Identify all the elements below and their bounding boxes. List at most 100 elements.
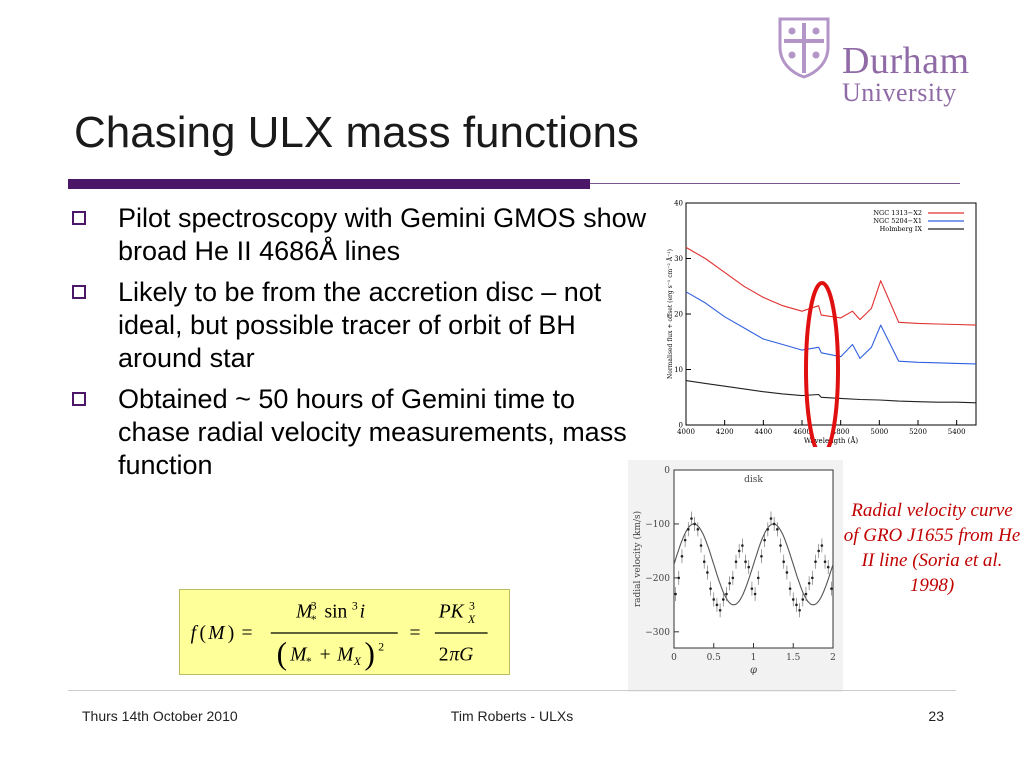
rv-model-curve	[673, 523, 834, 606]
rv-data-point	[718, 608, 722, 612]
x-tick-label: 4000	[677, 428, 695, 436]
x-tick-label: 4800	[832, 428, 850, 436]
panel-label: disk	[744, 475, 763, 485]
y-tick-label: −100	[645, 520, 670, 530]
svg-text:): )	[365, 636, 375, 671]
mass-function-formula: f ( M ) = M 3 * sin 3 i ( M * + M X ) 2 …	[179, 589, 510, 675]
x-tick-label: 5400	[948, 428, 966, 436]
rv-data-point	[677, 576, 681, 580]
durham-logo-text: Durham University	[842, 42, 970, 106]
he-ii-highlight-ellipse	[804, 281, 840, 447]
svg-text:X: X	[353, 655, 362, 668]
rv-data-point	[702, 560, 706, 563]
y-tick-label: 20	[674, 311, 683, 319]
bullet-text: Pilot spectroscopy with Gemini GMOS show…	[118, 203, 647, 266]
rv-caption: Radial velocity curve of GRO J1655 from …	[843, 500, 1021, 596]
rv-data-point	[721, 598, 725, 601]
legend-label: NGC 5204−X1	[873, 217, 922, 225]
y-tick-label: 0	[679, 422, 683, 430]
spectrum-series-line	[685, 380, 977, 404]
y-tick-label: 40	[674, 200, 683, 208]
x-tick-label: 1.5	[786, 653, 801, 663]
svg-text:M: M	[295, 601, 314, 622]
rv-data-point	[782, 560, 786, 563]
bullet-item: Obtained ~ 50 hours of Gemini time to ch…	[72, 383, 652, 482]
rv-data-point	[830, 587, 833, 590]
bullet-box-icon	[72, 392, 86, 406]
rv-data-point	[760, 555, 763, 558]
svg-text:2: 2	[378, 641, 384, 654]
x-tick-label: 4200	[716, 428, 734, 436]
svg-text:M: M	[207, 623, 226, 644]
rv-data-point	[766, 528, 770, 531]
svg-text:3: 3	[352, 600, 358, 613]
svg-text:X: X	[467, 613, 476, 626]
svg-text:+: +	[320, 644, 331, 665]
rv-data-point	[706, 571, 709, 574]
x-tick-label: 0.5	[707, 653, 722, 663]
y-tick-label: 0	[664, 466, 670, 476]
rv-data-point	[680, 555, 684, 558]
rv-data-point	[690, 517, 693, 520]
title-rule-thick	[68, 179, 590, 189]
bullet-item: Likely to be from the accretion disc – n…	[72, 276, 652, 375]
logo-subname: University	[842, 78, 957, 107]
x-tick-label: 5200	[909, 428, 927, 436]
slide-title: Chasing ULX mass functions	[74, 108, 639, 157]
rv-data-point	[795, 603, 798, 607]
rv-data-point	[798, 608, 801, 612]
rv-data-point	[750, 587, 754, 590]
svg-text:f: f	[191, 623, 199, 644]
x-axis-label: φ	[750, 665, 757, 676]
footer-author: Tim Roberts - ULXs	[450, 708, 574, 724]
rv-data-point	[769, 517, 773, 520]
rv-data-point	[785, 571, 789, 574]
svg-text:PK: PK	[438, 601, 465, 622]
rv-data-point	[753, 592, 757, 596]
rv-data-point	[712, 598, 716, 601]
rv-data-point	[814, 560, 817, 563]
rv-data-point	[693, 522, 696, 526]
rv-data-point	[741, 544, 744, 547]
rv-data-point	[744, 560, 747, 563]
rv-data-point	[820, 544, 824, 547]
x-tick-label: 0	[671, 653, 677, 663]
rv-data-point	[687, 528, 690, 531]
y-tick-label: −200	[645, 574, 670, 584]
rv-data-point	[737, 549, 741, 553]
rv-data-point	[807, 581, 811, 585]
rv-data-point	[776, 528, 779, 531]
svg-text:): )	[228, 623, 235, 644]
bullet-text: Likely to be from the accretion disc – n…	[118, 277, 602, 373]
svg-text:sin: sin	[324, 601, 347, 622]
svg-text:2: 2	[439, 644, 449, 665]
bullet-text: Obtained ~ 50 hours of Gemini time to ch…	[118, 384, 627, 480]
rv-data-point	[715, 603, 719, 607]
rv-data-point	[674, 592, 677, 596]
svg-text:i: i	[360, 601, 365, 622]
rv-data-point	[804, 592, 808, 596]
svg-text:*: *	[306, 655, 312, 668]
rv-data-point	[811, 576, 814, 580]
svg-text:(: (	[199, 623, 206, 644]
rv-data-point	[747, 565, 751, 569]
rv-plot-frame	[673, 469, 834, 649]
durham-crest-icon	[778, 17, 830, 79]
rv-data-point	[731, 576, 735, 580]
rv-data-point	[709, 587, 712, 590]
rv-data-point	[791, 598, 795, 601]
y-axis-label: Normalised flux + offset (erg s⁻¹ cm⁻² Å…	[666, 249, 674, 379]
rv-data-point	[699, 544, 703, 547]
bullet-box-icon	[72, 211, 86, 225]
y-axis-label: radial velocity (km/s)	[632, 511, 643, 607]
rv-data-point	[696, 528, 700, 531]
rv-data-point	[779, 544, 782, 547]
spectrum-series-line	[685, 246, 977, 326]
svg-text:M: M	[289, 644, 308, 665]
y-tick-label: −300	[645, 628, 670, 638]
rv-data-point	[772, 522, 776, 526]
bullet-box-icon	[72, 285, 86, 299]
svg-text:=: =	[409, 623, 420, 644]
svg-text:*: *	[311, 613, 317, 626]
bullet-item: Pilot spectroscopy with Gemini GMOS show…	[72, 202, 652, 268]
